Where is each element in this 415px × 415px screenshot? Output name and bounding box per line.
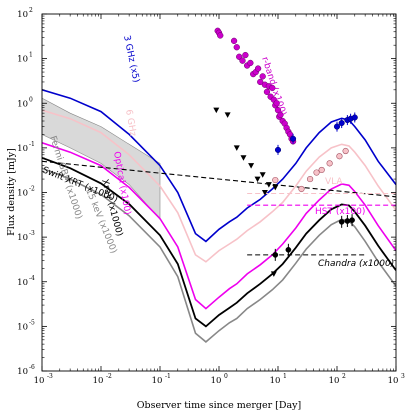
upper-limit-marker (270, 271, 277, 277)
x-axis-label: Observer time since merger [Day] (137, 400, 301, 411)
x-tick-label: 10 (93, 376, 104, 386)
vla-point (298, 185, 305, 193)
y-tick-label: 10 (17, 99, 28, 109)
x-tick-exponent: -2 (106, 373, 112, 380)
y-tick-exponent: -1 (29, 141, 35, 148)
series-line-2 (42, 142, 396, 310)
r-band-point (257, 78, 264, 86)
x-tick-label: 10 (388, 376, 399, 386)
r-band-point (273, 100, 280, 107)
upper-limit-marker (254, 176, 261, 183)
upper-limit-marker (272, 184, 279, 191)
chandra-point (285, 246, 292, 253)
y-tick-exponent: -6 (29, 364, 35, 371)
r-band-point (233, 44, 240, 51)
r-band-point (254, 65, 262, 72)
y-tick-label: 10 (17, 322, 28, 332)
r-band-point (247, 59, 254, 67)
r-band-point (277, 111, 284, 118)
r-band-point (239, 57, 246, 64)
y-tick-exponent: -5 (29, 319, 35, 326)
label-hst: HST (x100) (315, 207, 365, 217)
radio-point (290, 135, 297, 142)
y-tick-exponent: 0 (29, 96, 33, 103)
dashed-limit-0 (42, 160, 396, 198)
r-band-point (263, 88, 271, 96)
x-tick-label: 10 (211, 376, 222, 386)
radio-point (274, 146, 282, 153)
upper-limit-marker (248, 163, 255, 169)
upper-limit-marker (261, 190, 268, 196)
upper-limit-marker (224, 112, 231, 118)
y-tick-exponent: 1 (29, 52, 33, 59)
upper-limit-marker (259, 172, 266, 178)
label-ghz6: 6 GHz (123, 109, 138, 138)
x-tick-exponent: -1 (165, 373, 171, 380)
upper-limit-marker (213, 107, 220, 114)
vla-point (336, 153, 343, 160)
vla-point (307, 175, 314, 183)
upper-limit-marker (233, 145, 240, 151)
x-tick-label: 10 (329, 376, 340, 386)
y-tick-label: 10 (17, 144, 28, 154)
chandra-point (344, 218, 351, 224)
upper-limit-marker (240, 155, 247, 161)
y-tick-label: 10 (17, 233, 28, 243)
y-tick-label: 10 (17, 55, 28, 65)
r-band-point (242, 51, 249, 59)
vla-point (342, 147, 349, 155)
x-tick-exponent: 1 (283, 373, 287, 380)
x-tick-label: 10 (34, 376, 45, 386)
x-tick-label: 10 (270, 376, 281, 386)
x-tick-exponent: 3 (401, 373, 405, 380)
chandra-point (349, 217, 355, 224)
r-band-point (259, 73, 266, 80)
chandra-point (272, 252, 279, 258)
y-tick-label: 10 (17, 278, 28, 288)
series-line-1 (42, 109, 396, 263)
chandra-point (338, 218, 345, 225)
y-tick-exponent: 2 (29, 7, 33, 14)
radio-point (351, 114, 358, 121)
vla-point (272, 176, 279, 184)
y-tick-label: 10 (17, 10, 28, 20)
plot-area (42, 14, 396, 371)
r-band-point (269, 84, 276, 92)
r-band-point (217, 32, 224, 39)
r-band-point (230, 37, 238, 45)
x-tick-exponent: 2 (342, 373, 346, 380)
x-tick-exponent: -3 (47, 373, 53, 380)
y-tick-exponent: -2 (29, 186, 35, 193)
x-tick-label: 10 (152, 376, 163, 386)
vla-point (326, 160, 333, 167)
y-tick-label: 10 (17, 189, 28, 199)
y-tick-exponent: -4 (29, 275, 35, 282)
upper-limit-marker (265, 182, 272, 188)
vla-point (313, 169, 320, 176)
radio-point (338, 120, 345, 127)
y-tick-label: 10 (17, 367, 28, 377)
label-chandra: Chandra (x1000) (318, 259, 394, 269)
radio-point (333, 123, 341, 130)
label-vla: VLA (325, 177, 343, 187)
vla-point (318, 166, 325, 174)
x-tick-exponent: 0 (224, 373, 228, 380)
y-tick-exponent: -3 (29, 230, 35, 237)
y-axis-label: Flux density [mJy] (6, 148, 17, 236)
series-line-3 (42, 156, 396, 328)
